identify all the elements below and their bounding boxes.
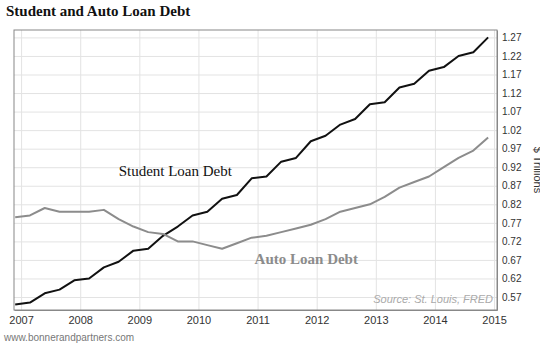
x-tick-label: 2009 [128,314,152,326]
credit: www.bonnerandpartners.com [3,332,134,343]
y-tick-label: 1.17 [502,69,522,80]
y-tick: 0.97 [14,143,522,154]
y-tick-label: 0.97 [502,143,522,154]
y-tick: 0.82 [14,199,522,210]
x-grid-line [258,30,259,310]
y-tick: 0.77 [14,218,522,229]
series-label: Auto Loan Debt [255,251,358,267]
y-tick: 1.27 [14,32,522,43]
x-axis: 2007 2008 2009 2010 2011 2012 2013 2014 2015 [9,30,506,326]
y-grid-line [14,130,497,131]
y-grid-line [14,241,497,242]
lines [15,37,488,304]
x-grid-line [435,30,436,310]
y-grid-line [14,149,497,150]
x-tick: 2013 [364,30,388,326]
title: Student and Auto Loan Debt [6,3,190,19]
y-axis-title: $ Trillions [532,147,540,194]
x-tick-label: 2012 [305,314,329,326]
y-tick: 1.17 [14,69,522,80]
source-note: Source: St. Louis, FRED [373,293,493,305]
x-tick-label: 2014 [423,314,447,326]
x-tick-label: 2007 [9,314,33,326]
y-tick-label: 1.02 [502,125,522,136]
y-tick-label: 1.12 [502,88,522,99]
y-tick: 1.22 [14,51,522,62]
series-line [15,37,488,304]
y-grid-line [14,37,497,38]
y-tick-label: 0.77 [502,218,522,229]
y-tick-label: 0.62 [502,273,522,284]
x-grid-line [317,30,318,310]
y-tick: 1.07 [14,106,522,117]
x-tick-label: 2010 [187,314,211,326]
y-tick-label: 1.07 [502,106,522,117]
y-tick: 0.72 [14,236,522,247]
x-grid-line [21,30,22,310]
plot-background [14,30,497,310]
x-grid-line [376,30,377,310]
y-tick: 1.02 [14,125,522,136]
x-tick-label: 2015 [482,314,506,326]
y-tick-label: 0.72 [502,236,522,247]
y-axis: 0.57 0.62 0.67 0.72 0.77 0.82 0.87 0.92 0.97 1.02… [14,31,522,311]
y-tick-label: 0.57 [502,292,522,303]
y-tick-label: 1.22 [502,51,522,62]
y-tick-label: 0.82 [502,199,522,210]
y-tick-label: 0.92 [502,162,522,173]
x-tick-label: 2011 [246,314,270,326]
y-grid-line [14,204,497,205]
y-grid-line [14,167,497,168]
plot-frame [14,30,497,310]
x-tick-label: 2013 [364,314,388,326]
y-tick-label: 0.87 [502,180,522,191]
y-grid-line [14,56,497,57]
y-grid-line [14,186,497,187]
x-tick: 2007 [9,30,33,326]
x-tick: 2012 [305,30,329,326]
y-tick-label: 1.27 [502,32,522,43]
x-grid-line [494,30,495,310]
x-grid-line [80,30,81,310]
y-grid-line [14,93,497,94]
x-tick-label: 2008 [68,314,92,326]
series-label: Student Loan Debt [119,163,233,179]
y-tick: 0.92 [14,162,522,173]
chart: Student and Auto Loan Debt20072008200920… [0,0,540,345]
y-tick-label: 0.67 [502,255,522,266]
y-grid-line [14,223,497,224]
y-tick: 0.87 [14,180,522,191]
series-line [15,138,488,249]
y-grid-line [14,112,497,113]
y-tick: 1.12 [14,88,522,99]
